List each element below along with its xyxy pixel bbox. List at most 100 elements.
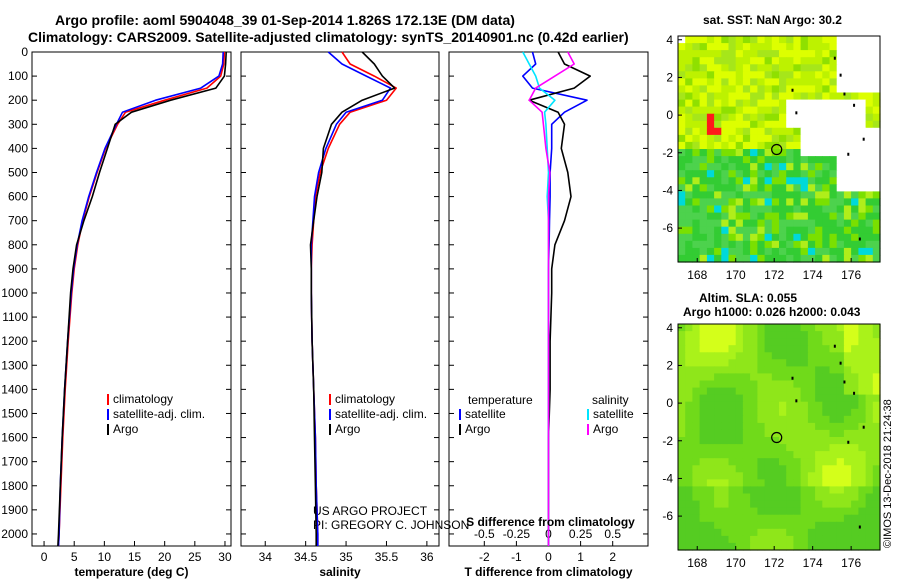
map-4-cell [786, 380, 794, 389]
map-3-cell [764, 99, 773, 108]
map-4-cell [678, 415, 686, 424]
map-3-cell [771, 226, 780, 235]
map-4-cell [815, 352, 823, 360]
map-4-cell [836, 338, 845, 346]
map-4-cell [851, 415, 859, 424]
map-4-cell [851, 451, 859, 459]
map-3-cell [843, 50, 852, 58]
map-4-cell [771, 366, 780, 375]
map-3-cell [742, 64, 751, 72]
map-4-cell [771, 486, 780, 495]
map-3-cell [843, 134, 852, 143]
map-4-cell [685, 345, 693, 353]
map-4-cell [685, 542, 693, 551]
map-4-cell [851, 408, 859, 417]
map-4-cell [865, 479, 874, 488]
map-3-cell [800, 141, 809, 150]
map-4-cell [822, 437, 831, 445]
map-4-cell [793, 479, 802, 488]
map-4-cell [800, 514, 809, 523]
map-3-cell [750, 134, 758, 143]
map-4-cell [721, 415, 730, 424]
map-3-cell [678, 184, 686, 192]
map-4-cell [779, 444, 787, 452]
map-3-cell [843, 170, 852, 178]
map-3-cell [872, 233, 881, 242]
map-4-ytick-label: 2 [666, 358, 673, 372]
map-4-cell [771, 422, 780, 431]
map-3-cell [858, 64, 867, 72]
map-4-cell [851, 444, 859, 452]
map-3-cell [779, 163, 787, 171]
map-3-cell [750, 85, 758, 94]
map-4-cell [851, 352, 859, 360]
map-3-cell [750, 106, 758, 115]
map-3-cell [851, 50, 859, 58]
map-3-cell [742, 219, 751, 228]
map-3-cell [807, 163, 816, 171]
map-4-cell [858, 415, 867, 424]
map-3-cell [721, 43, 730, 51]
map-3-cell [678, 198, 686, 207]
map-3-cell [757, 71, 766, 79]
map-3-cell [706, 50, 715, 58]
map-4-cell [764, 401, 773, 410]
map-4-cell [735, 352, 744, 360]
map-4-ytick-label: -6 [662, 509, 673, 523]
map-4-cell [807, 380, 816, 389]
map-4-cell [843, 408, 852, 417]
map-4-cell [699, 465, 708, 473]
map-3-cell [685, 233, 693, 242]
map-3-cell [822, 134, 831, 143]
map-3-cell [721, 156, 730, 164]
map-3-cell [843, 184, 852, 192]
map-3-cell [865, 240, 874, 249]
map-3-cell [822, 226, 831, 235]
map-4-cell [829, 542, 838, 551]
map-4-cell [858, 535, 867, 544]
map-4-cell [742, 444, 751, 452]
map-3-cell [692, 233, 701, 242]
map-4-cell [757, 338, 766, 346]
map-4-cell [771, 380, 780, 389]
map-4-ytick-label: -4 [662, 471, 673, 485]
map-4-cell [858, 444, 867, 452]
map-3-cell [858, 205, 867, 214]
map-4-cell [728, 465, 737, 473]
map-4-cell [858, 345, 867, 353]
map-4-cell [714, 352, 722, 360]
map-3-cell [836, 156, 845, 164]
map-3-cell [872, 212, 881, 221]
map-3-cell [714, 106, 722, 115]
map-3-cell [692, 149, 701, 157]
map-4-cell [815, 451, 823, 459]
map-4-cell [865, 366, 874, 375]
map-4-cell [865, 451, 874, 459]
map-3-cell [858, 156, 867, 164]
map-3-cell [714, 205, 722, 214]
map-3-cell [829, 156, 838, 164]
map-4-cell [815, 359, 823, 367]
map-4-cell [865, 458, 874, 466]
map-3-cell [742, 127, 751, 136]
map-4-cell [721, 331, 730, 339]
map-3-cell [728, 71, 737, 79]
map-4-cell [771, 324, 780, 332]
map-3-cell [822, 141, 831, 150]
map-4-cell [793, 408, 802, 417]
map-3-cell [851, 92, 859, 101]
map-4-cell [822, 507, 831, 516]
map-3-cell [793, 163, 802, 171]
map-3-cell [735, 219, 744, 228]
map-4-cell [706, 345, 715, 353]
map-3-cell [757, 156, 766, 164]
map-3-cell [764, 50, 773, 58]
map-3-cell [699, 184, 708, 192]
map-3-cell [800, 134, 809, 143]
map-4-cell [699, 528, 708, 537]
map-4-cell [692, 359, 701, 367]
map-3-cell [779, 205, 787, 214]
map-3-cell [829, 71, 838, 79]
map-4-cell [706, 486, 715, 495]
map-4-cell [865, 359, 874, 367]
